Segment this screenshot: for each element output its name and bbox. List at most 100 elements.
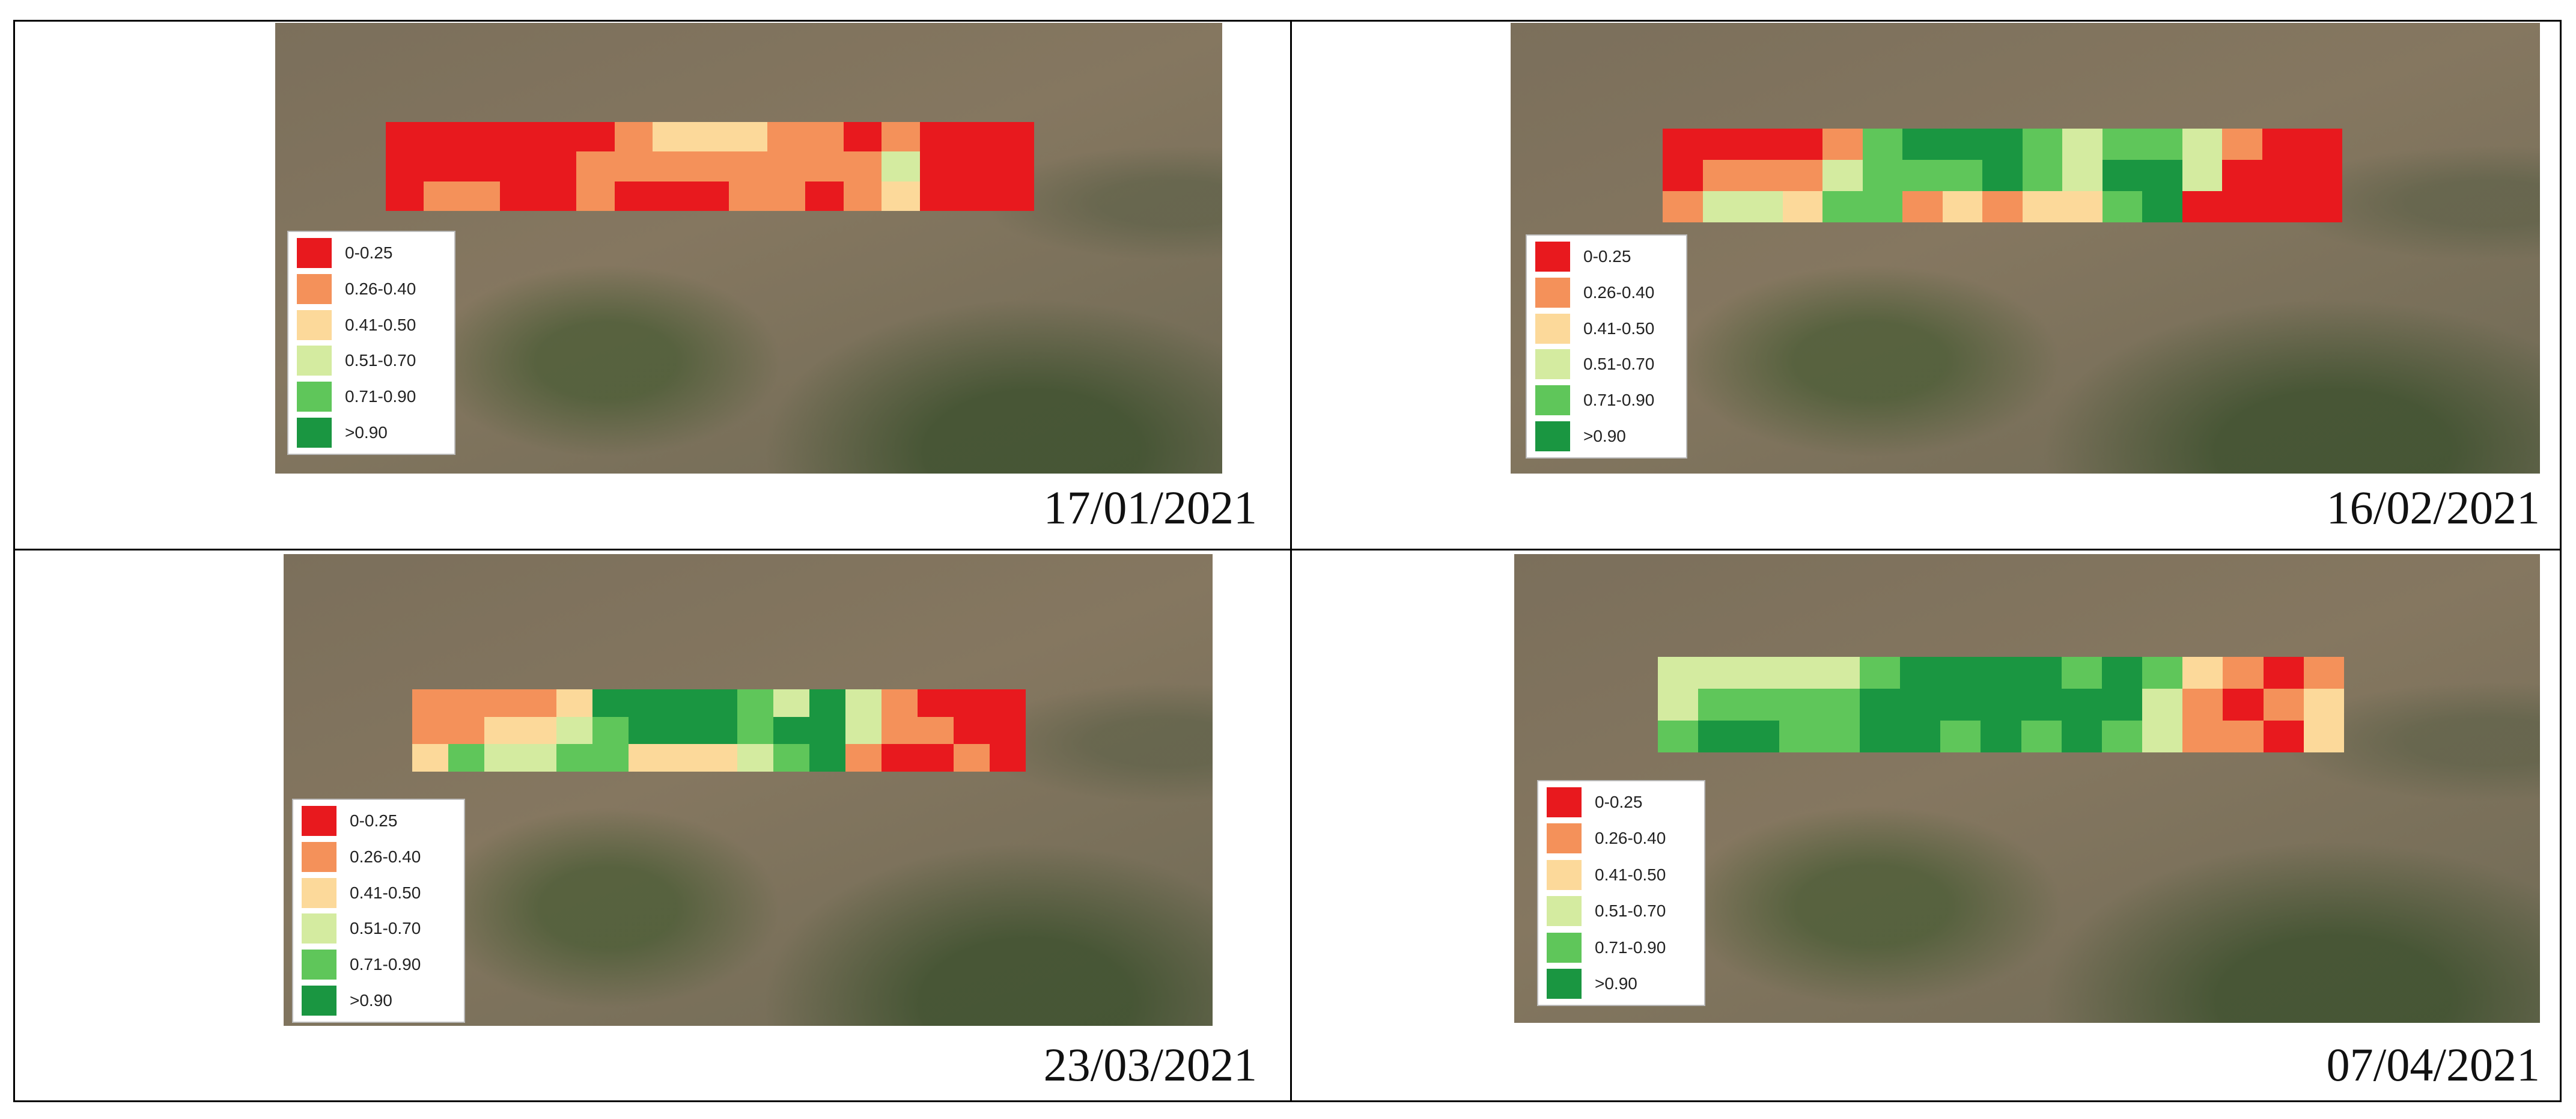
date-label: 16/02/2021 [2326, 481, 2540, 534]
heatmap [1658, 657, 2344, 752]
heat-cell [500, 151, 538, 181]
heat-cell [2021, 689, 2062, 721]
heat-cell [767, 151, 806, 181]
heat-cell [737, 744, 773, 772]
border [13, 20, 15, 1102]
heat-cell [1982, 160, 2023, 191]
heat-cell [592, 716, 629, 745]
heat-cell [805, 181, 844, 211]
heat-cell [2182, 689, 2223, 721]
legend-item: 0.26-0.40 [1547, 823, 1696, 854]
heat-cell [665, 744, 701, 772]
heat-cell [2303, 689, 2344, 721]
heat-cell [1900, 689, 1941, 721]
heat-cell [958, 181, 996, 211]
heat-cell [2022, 191, 2063, 222]
heat-cell [665, 689, 701, 717]
legend-item: 0.51-0.70 [297, 346, 446, 376]
legend-swatch [1535, 313, 1570, 344]
heat-cell [953, 689, 990, 717]
heat-cell [1942, 191, 1983, 222]
legend-swatch [302, 841, 336, 872]
heat-cell [2061, 721, 2102, 752]
legend-swatch [297, 417, 332, 448]
legend-label: 0.26-0.40 [1595, 829, 1666, 848]
heat-cell [2223, 689, 2264, 721]
heat-cell [881, 689, 918, 717]
heat-cell [2142, 160, 2182, 191]
heat-cell [2223, 657, 2264, 689]
heat-cell [386, 151, 424, 181]
heat-cell [2303, 657, 2344, 689]
legend-item: 0.26-0.40 [1535, 277, 1678, 308]
legend-swatch [1535, 277, 1570, 308]
heat-cell [2262, 129, 2303, 160]
legend-item: 0.71-0.90 [1547, 932, 1696, 963]
heat-cell [1982, 191, 2023, 222]
heat-cell [2142, 191, 2182, 222]
heat-cell [882, 151, 920, 181]
heat-cell [919, 151, 958, 181]
heat-cell [843, 151, 882, 181]
legend-item: 0.51-0.70 [1535, 349, 1678, 380]
heat-cell [996, 122, 1034, 152]
heat-cell [1822, 160, 1863, 191]
heat-cell [1981, 721, 2021, 752]
heat-cell [424, 181, 462, 211]
heat-cell [2062, 160, 2103, 191]
heat-cell [484, 716, 521, 745]
legend-label: 0.51-0.70 [1595, 901, 1666, 921]
heat-cell [1663, 129, 1703, 160]
heat-cell [448, 744, 485, 772]
legend-item: 0.71-0.90 [1535, 385, 1678, 416]
border [13, 549, 2562, 550]
heat-cell [484, 744, 521, 772]
legend-item: 0-0.25 [302, 806, 455, 836]
heat-cell [917, 689, 954, 717]
heat-cell [882, 181, 920, 211]
heat-cell [386, 181, 424, 211]
heat-cell [461, 122, 501, 152]
legend: 0-0.25 0.26-0.40 0.41-0.50 0.51-0.70 0.71-0.… [287, 231, 455, 455]
heat-cell [653, 122, 691, 152]
legend-swatch [1547, 859, 1582, 890]
heat-cell [1822, 129, 1863, 160]
heat-cell [1981, 689, 2021, 721]
heat-cell [737, 716, 773, 745]
heat-cell [614, 151, 653, 181]
heat-cell [701, 689, 737, 717]
heat-cell [500, 122, 538, 152]
legend-swatch [1535, 385, 1570, 416]
heat-cell [2182, 721, 2223, 752]
legend: 0-0.25 0.26-0.40 0.41-0.50 0.51-0.70 0.71-0.… [1537, 780, 1705, 1006]
legend-label: >0.90 [1595, 974, 1637, 993]
heat-cell [996, 151, 1034, 181]
legend-item: 0.71-0.90 [297, 382, 446, 412]
heat-cell [767, 122, 806, 152]
heat-cell [843, 181, 882, 211]
legend-swatch [302, 913, 336, 944]
legend-label: 0.41-0.50 [345, 315, 416, 334]
heat-cell [845, 689, 882, 717]
heat-cell [845, 716, 882, 745]
legend-swatch [297, 382, 332, 412]
legend-item: 0.41-0.50 [1535, 313, 1678, 344]
heat-cell [2262, 160, 2303, 191]
heat-cell [882, 122, 920, 152]
heat-cell [2102, 160, 2143, 191]
heat-cell [729, 181, 767, 211]
heat-cell [2062, 129, 2103, 160]
heat-cell [958, 151, 996, 181]
heat-cell [919, 181, 958, 211]
heat-cell [845, 744, 882, 772]
heat-cell [2102, 129, 2143, 160]
legend-label: 0-0.25 [1595, 793, 1643, 811]
legend-swatch [1547, 787, 1582, 817]
heat-cell [520, 744, 557, 772]
legend-label: 0.41-0.50 [1583, 319, 1655, 338]
heat-cell [592, 744, 629, 772]
legend-swatch [1547, 968, 1582, 999]
heat-cell [1738, 721, 1779, 752]
heat-cell [701, 744, 737, 772]
legend-label: >0.90 [350, 990, 392, 1010]
